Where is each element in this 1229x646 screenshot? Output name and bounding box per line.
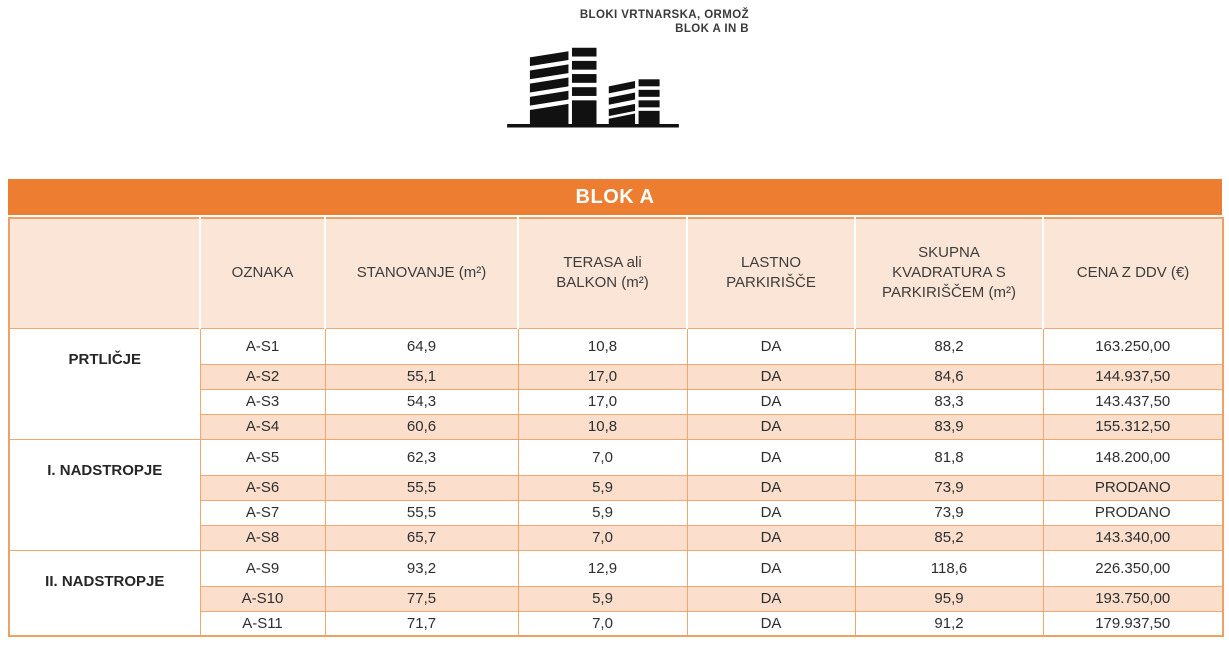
apartments-table: OZNAKA STANOVANJE (m²) TERASA ali BALKON…	[8, 217, 1224, 637]
cell-cena: 144.937,50	[1042, 363, 1224, 390]
cell-oznaka: A-S6	[199, 474, 326, 501]
table-title: BLOK A	[8, 179, 1222, 215]
column-header-stanovanje: STANOVANJE (m²)	[324, 218, 519, 329]
cell-terasa: 5,9	[517, 474, 688, 501]
cell-terasa: 17,0	[517, 388, 688, 415]
cell-oznaka: A-S5	[199, 438, 326, 476]
price-table: BLOK A OZNAKA STANOVANJE (m²) TERASA ali…	[8, 179, 1224, 637]
logo: BLOKI VRTNARSKA, ORMOŽ BLOK A IN B	[497, 8, 749, 131]
cell-terasa: 10,8	[517, 413, 688, 440]
cell-cena: 148.200,00	[1042, 438, 1224, 476]
cell-cena: PRODANO	[1042, 499, 1224, 526]
column-header-cena: CENA Z DDV (€)	[1042, 218, 1224, 329]
logo-text: BLOKI VRTNARSKA, ORMOŽ BLOK A IN B	[497, 8, 749, 36]
cell-terasa: 12,9	[517, 549, 688, 587]
cell-oznaka: A-S9	[199, 549, 326, 587]
cell-parkirisce: DA	[686, 388, 856, 415]
cell-parkirisce: DA	[686, 327, 856, 365]
cell-cena: 226.350,00	[1042, 549, 1224, 587]
cell-parkirisce: DA	[686, 585, 856, 612]
cell-cena: 179.937,50	[1042, 610, 1224, 637]
column-header-terasa: TERASA ali BALKON (m²)	[517, 218, 688, 329]
cell-oznaka: A-S7	[199, 499, 326, 526]
header-row: OZNAKA STANOVANJE (m²) TERASA ali BALKON…	[8, 218, 1224, 329]
cell-cena: 193.750,00	[1042, 585, 1224, 612]
cell-skupna: 81,8	[854, 438, 1044, 476]
cell-oznaka: A-S2	[199, 363, 326, 390]
cell-skupna: 88,2	[854, 327, 1044, 365]
cell-stanovanje: 54,3	[324, 388, 519, 415]
table-row: A-S8 65,7 7,0 DA 85,2 143.340,00	[9, 524, 1224, 551]
logo-title-line1: BLOKI VRTNARSKA, ORMOŽ	[579, 9, 749, 21]
cell-skupna: 85,2	[854, 524, 1044, 551]
cell-stanovanje: 55,1	[324, 363, 519, 390]
cell-terasa: 10,8	[517, 327, 688, 365]
cell-skupna: 83,3	[854, 388, 1044, 415]
table-row: A-S11 71,7 7,0 DA 91,2 179.937,50	[9, 610, 1224, 637]
cell-skupna: 84,6	[854, 363, 1044, 390]
cell-oznaka: A-S10	[199, 585, 326, 612]
cell-oznaka: A-S3	[199, 388, 326, 415]
cell-parkirisce: DA	[686, 413, 856, 440]
table-row: A-S4 60,6 10,8 DA 83,9 155.312,50	[9, 413, 1224, 440]
cell-oznaka: A-S4	[199, 413, 326, 440]
cell-skupna: 95,9	[854, 585, 1044, 612]
cell-stanovanje: 55,5	[324, 474, 519, 501]
cell-skupna: 118,6	[854, 549, 1044, 587]
cell-cena: 143.340,00	[1042, 524, 1224, 551]
cell-oznaka: A-S1	[199, 327, 326, 365]
cell-parkirisce: DA	[686, 363, 856, 390]
cell-terasa: 7,0	[517, 524, 688, 551]
cell-stanovanje: 64,9	[324, 327, 519, 365]
cell-stanovanje: 65,7	[324, 524, 519, 551]
column-header-oznaka: OZNAKA	[199, 218, 326, 329]
table-row: A-S3 54,3 17,0 DA 83,3 143.437,50	[9, 388, 1224, 415]
column-header-parkirisce: LASTNO PARKIRIŠČE	[686, 218, 856, 329]
cell-cena: 155.312,50	[1042, 413, 1224, 440]
cell-stanovanje: 60,6	[324, 413, 519, 440]
cell-stanovanje: 93,2	[324, 549, 519, 587]
table-row: A-S10 77,5 5,9 DA 95,9 193.750,00	[9, 585, 1224, 612]
cell-terasa: 5,9	[517, 499, 688, 526]
cell-skupna: 91,2	[854, 610, 1044, 637]
cell-stanovanje: 71,7	[324, 610, 519, 637]
table-row: II. NADSTROPJE A-S9 93,2 12,9 DA 118,6 2…	[8, 549, 1224, 637]
buildings-icon	[507, 47, 679, 128]
cell-parkirisce: DA	[686, 549, 856, 587]
column-header-skupna: SKUPNA KVADRATURA S PARKIRIŠČEM (m²)	[854, 218, 1044, 329]
cell-stanovanje: 55,5	[324, 499, 519, 526]
cell-parkirisce: DA	[686, 499, 856, 526]
cell-terasa: 7,0	[517, 610, 688, 637]
cell-skupna: 83,9	[854, 413, 1044, 440]
table-row: I. NADSTROPJE A-S5 62,3 7,0 DA 81,8 148.…	[8, 438, 1224, 551]
cell-terasa: 17,0	[517, 363, 688, 390]
column-header-floor	[8, 218, 201, 329]
table-row: A-S7 55,5 5,9 DA 73,9 PRODANO	[9, 499, 1224, 526]
table-row: PRTLIČJE A-S1 64,9 10,8 DA 88,2 163.250,…	[8, 327, 1224, 440]
cell-terasa: 7,0	[517, 438, 688, 476]
floor-group-label: II. NADSTROPJE	[8, 549, 201, 637]
cell-parkirisce: DA	[686, 438, 856, 476]
floor-group-label: PRTLIČJE	[8, 327, 201, 440]
cell-skupna: 73,9	[854, 474, 1044, 501]
cell-cena: PRODANO	[1042, 474, 1224, 501]
cell-oznaka: A-S11	[199, 610, 326, 637]
table-row: A-S6 55,5 5,9 DA 73,9 PRODANO	[9, 474, 1224, 501]
cell-cena: 163.250,00	[1042, 327, 1224, 365]
cell-parkirisce: DA	[686, 524, 856, 551]
cell-terasa: 5,9	[517, 585, 688, 612]
floor-group-label: I. NADSTROPJE	[8, 438, 201, 551]
cell-parkirisce: DA	[686, 474, 856, 501]
cell-cena: 143.437,50	[1042, 388, 1224, 415]
table-row: A-S2 55,1 17,0 DA 84,6 144.937,50	[9, 363, 1224, 390]
cell-stanovanje: 62,3	[324, 438, 519, 476]
cell-skupna: 73,9	[854, 499, 1044, 526]
cell-oznaka: A-S8	[199, 524, 326, 551]
logo-title-line2: BLOK A IN B	[675, 23, 749, 35]
cell-stanovanje: 77,5	[324, 585, 519, 612]
cell-parkirisce: DA	[686, 610, 856, 637]
